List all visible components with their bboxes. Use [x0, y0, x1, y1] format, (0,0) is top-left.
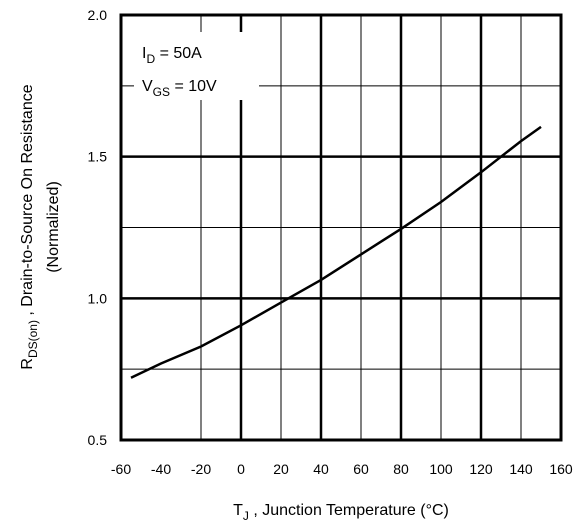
annotation-id-main: I — [142, 45, 146, 62]
y-tick-label: 2.0 — [88, 7, 108, 23]
series-line-rdson — [130, 125, 542, 379]
x-tick-labels: -60 -40 -20 0 20 40 60 80 100 120 140 160 — [111, 461, 573, 477]
x-tick-label: 140 — [509, 461, 533, 477]
annotation-id-sub: D — [146, 52, 155, 66]
y-axis-label-line1: RDS(on) , Drain-to-Source On Resistance — [19, 84, 40, 369]
annotation-vgs-main: V — [142, 78, 153, 95]
grid-lines — [121, 15, 561, 440]
x-tick-label: 160 — [549, 461, 573, 477]
x-axis-label: TJ , Junction Temperature (°C) — [233, 502, 449, 523]
plot-frame — [119, 13, 563, 442]
x-axis-label-rest: , Junction Temperature (°C) — [249, 502, 449, 519]
y-axis-label-line2: (Normalized) — [45, 181, 62, 273]
x-tick-label: -20 — [191, 461, 211, 477]
x-tick-label: 80 — [393, 461, 409, 477]
annotation-id: ID = 50A — [142, 45, 202, 66]
x-tick-label: 120 — [469, 461, 493, 477]
x-tick-label: 20 — [273, 461, 289, 477]
annotation-vgs-sub: GS — [153, 85, 170, 99]
x-axis-label-sub: J — [243, 509, 249, 523]
x-tick-label: -40 — [151, 461, 171, 477]
y-tick-labels: 0.5 1.0 1.5 2.0 — [88, 7, 108, 448]
x-tick-label: 100 — [429, 461, 453, 477]
x-tick-label: -60 — [111, 461, 131, 477]
x-tick-label: 0 — [237, 461, 245, 477]
x-tick-label: 60 — [353, 461, 369, 477]
y-axis-label-sub: DS(on) — [26, 320, 40, 358]
annotation-vgs: VGS = 10V — [142, 78, 217, 99]
annotation-background — [134, 32, 259, 100]
y-axis-label-rest: , Drain-to-Source On Resistance — [19, 84, 36, 320]
annotation-id-rest: = 50A — [155, 45, 202, 62]
y-tick-label: 1.5 — [88, 149, 108, 165]
annotation-vgs-rest: = 10V — [170, 78, 217, 95]
x-axis-label-main: T — [233, 502, 243, 519]
y-tick-label: 0.5 — [88, 432, 108, 448]
y-tick-label: 1.0 — [88, 290, 108, 306]
x-tick-label: 40 — [313, 461, 329, 477]
y-axis-label-main: R — [19, 358, 36, 370]
